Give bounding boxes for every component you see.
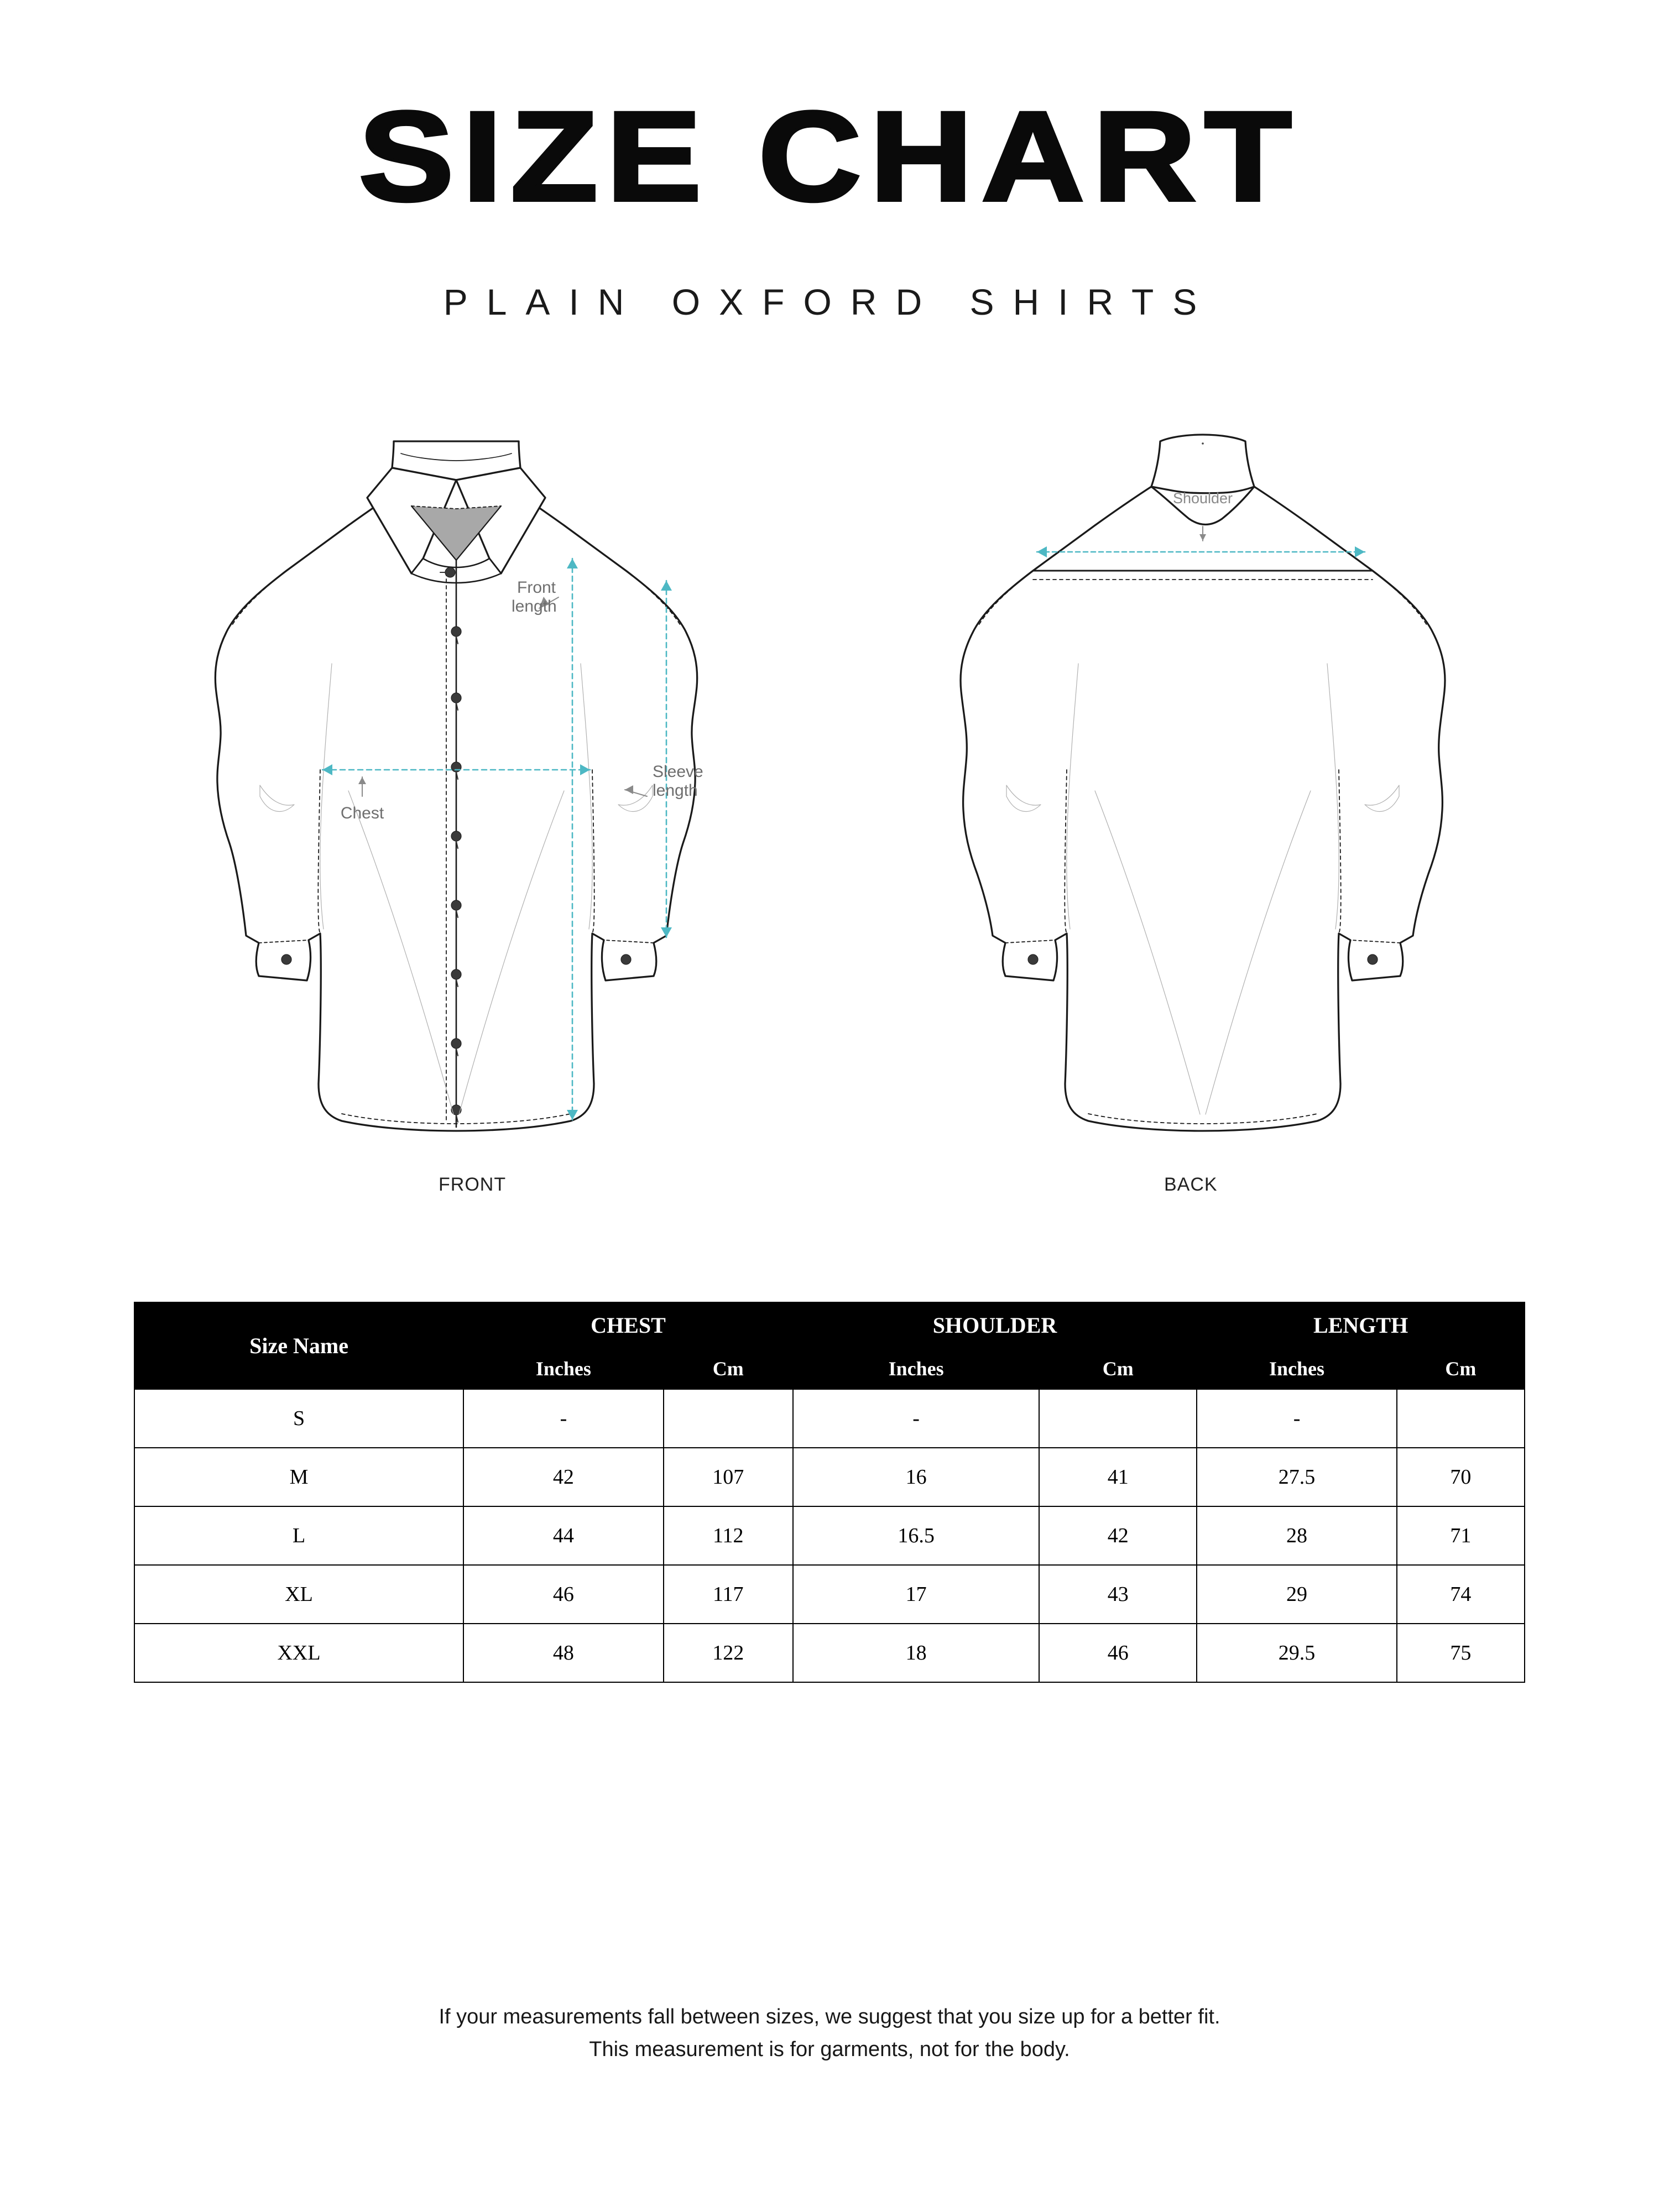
svg-text:Chest: Chest bbox=[341, 804, 384, 822]
svg-text:length: length bbox=[653, 781, 698, 800]
svg-text:Front: Front bbox=[517, 578, 556, 597]
svg-text:Sleeve: Sleeve bbox=[653, 763, 703, 781]
svg-text:Shoulder: Shoulder bbox=[1173, 490, 1233, 507]
svg-text:length: length bbox=[512, 597, 557, 615]
